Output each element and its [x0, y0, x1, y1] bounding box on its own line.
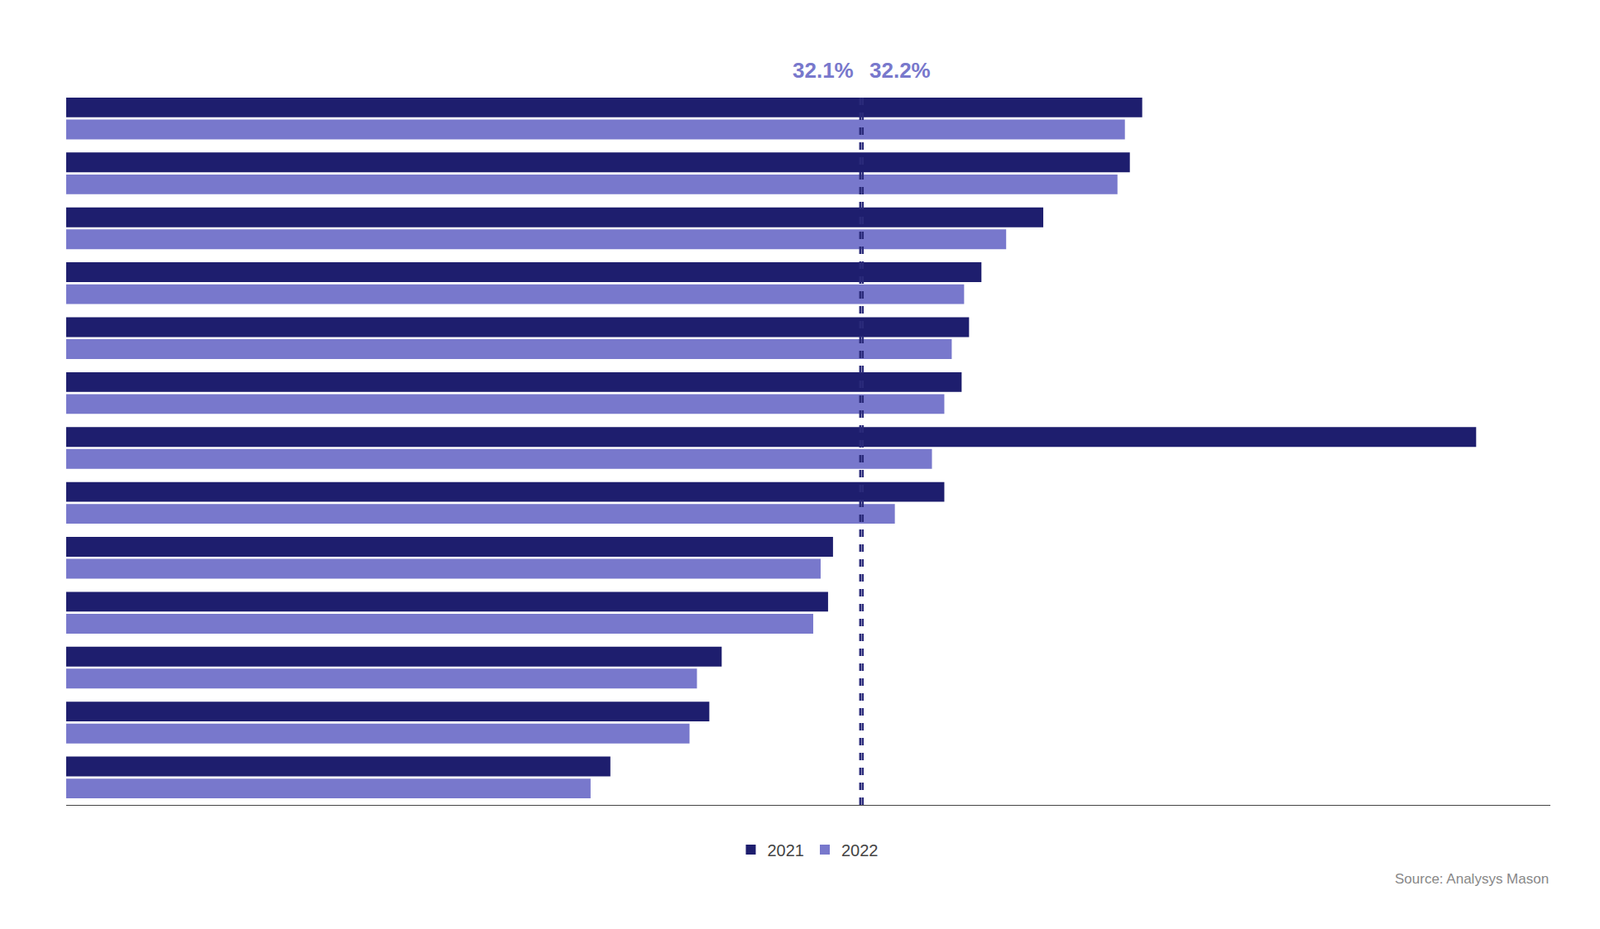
svg-text:2021: 2021 [767, 841, 805, 860]
svg-text:32.1%: 32.1% [792, 57, 854, 83]
svg-text:Source: Analysys Mason: Source: Analysys Mason [1394, 871, 1549, 887]
svg-text:32.2%: 32.2% [869, 57, 931, 83]
svg-text:2022: 2022 [841, 841, 879, 860]
